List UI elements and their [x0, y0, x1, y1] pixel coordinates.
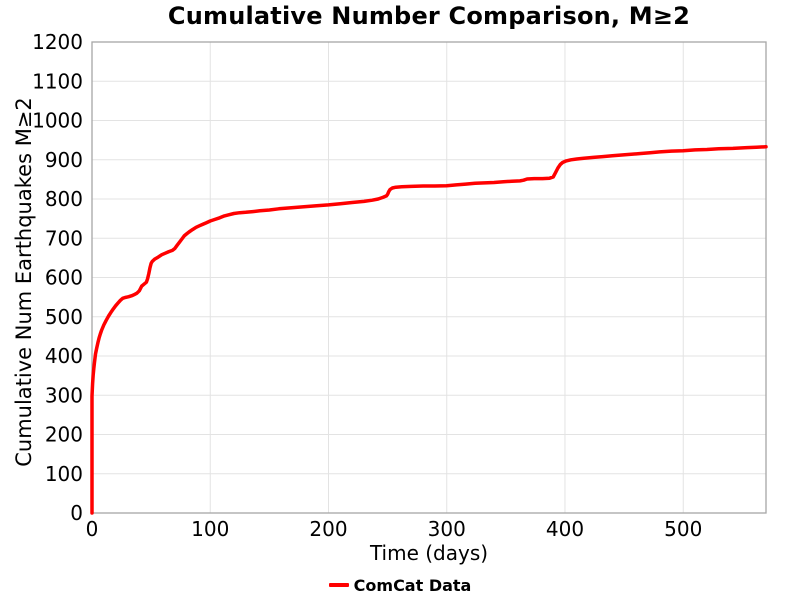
x-tick-label: 200 — [309, 517, 347, 541]
chart-title: Cumulative Number Comparison, M≥2 — [167, 2, 691, 30]
y-tick-label: 100 — [45, 462, 83, 486]
legend: ComCat Data — [0, 574, 800, 596]
plot-border — [91, 41, 767, 514]
y-tick-label: 700 — [45, 226, 83, 250]
x-tick-label: 100 — [191, 517, 229, 541]
x-tick-label: 0 — [86, 517, 99, 541]
y-tick-label: 300 — [45, 383, 83, 407]
y-tick-label: 500 — [45, 305, 83, 329]
series-line — [90, 145, 768, 515]
x-tick-label: 500 — [664, 517, 702, 541]
y-tick-label: 1000 — [32, 109, 83, 133]
y-tick-label: 1100 — [32, 69, 83, 93]
y-tick-label: 800 — [45, 187, 83, 211]
x-tick-label: 400 — [546, 517, 584, 541]
y-tick-label: 1200 — [32, 30, 83, 54]
legend-label: ComCat Data — [353, 575, 472, 595]
x-tick-label: 300 — [428, 517, 466, 541]
x-axis-label: Time (days) — [369, 541, 489, 565]
y-tick-label: 400 — [45, 344, 83, 368]
y-tick-label: 600 — [45, 266, 83, 290]
y-tick-label: 900 — [45, 148, 83, 172]
y-tick-label: 200 — [45, 423, 83, 447]
y-tick-label: 0 — [70, 501, 83, 525]
legend-line-marker — [328, 583, 349, 587]
